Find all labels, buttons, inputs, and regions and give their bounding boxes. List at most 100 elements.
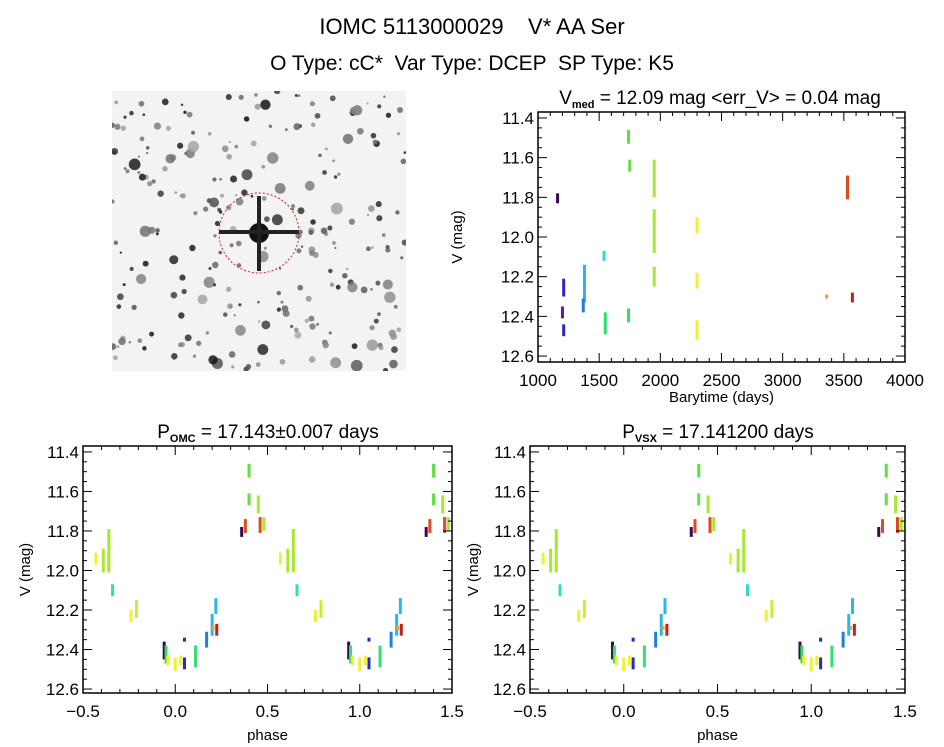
star (351, 343, 358, 350)
x-tick-label: 1000 (519, 371, 557, 390)
star (384, 291, 396, 303)
star (337, 172, 341, 176)
star (193, 211, 198, 216)
star (129, 266, 134, 271)
star (192, 354, 197, 358)
star (391, 346, 398, 353)
y-tick-label: 11.8 (502, 188, 534, 207)
y-tick-label: 11.4 (502, 109, 534, 128)
y-tick-label: 11.8 (47, 522, 79, 541)
star (279, 358, 286, 365)
star (312, 251, 319, 258)
star (119, 251, 123, 254)
plot-frame (537, 111, 906, 363)
data-point (627, 129, 631, 144)
data-point (695, 272, 699, 289)
data-point (256, 495, 260, 514)
data-point (582, 600, 586, 618)
star (181, 288, 187, 295)
x-tick-label: 1.0 (799, 702, 823, 721)
data-point (770, 600, 774, 618)
data-point (398, 598, 402, 614)
star (332, 159, 336, 163)
x-tick-label: 1500 (580, 371, 618, 390)
star (238, 94, 244, 100)
star (360, 286, 368, 294)
star (153, 122, 162, 130)
star (186, 111, 193, 118)
star (280, 300, 284, 304)
data-point (736, 548, 740, 573)
data-point (367, 657, 371, 670)
star (112, 199, 115, 204)
y-tick-label: 12.0 (501, 228, 534, 247)
star (347, 282, 358, 293)
data-point (424, 527, 428, 537)
star (322, 170, 327, 175)
data-point (94, 552, 98, 565)
star (220, 193, 224, 198)
data-point (350, 655, 354, 666)
x-tick-label: 4000 (886, 371, 924, 390)
y-tick-label: 11.6 (47, 482, 79, 501)
data-point (899, 517, 903, 531)
star (114, 123, 121, 130)
data-point (395, 613, 399, 636)
star (370, 132, 377, 139)
star (382, 279, 393, 290)
x-tick-label: −0.5 (66, 702, 100, 721)
data-point (665, 623, 669, 636)
x-tick-label: 0.5 (706, 702, 730, 721)
star (225, 94, 232, 101)
star (368, 205, 375, 212)
data-point (215, 623, 219, 636)
data-point (179, 655, 183, 666)
star (162, 166, 168, 172)
data-point (278, 552, 282, 565)
star (225, 286, 232, 293)
star (142, 260, 149, 267)
data-point (194, 645, 198, 668)
data-point (712, 517, 716, 531)
data-point (695, 320, 699, 341)
star (142, 346, 147, 351)
y-tick-label: 12.6 (501, 347, 534, 366)
data-point (846, 175, 850, 200)
star (191, 130, 196, 135)
star (297, 284, 304, 291)
star (116, 345, 120, 348)
star (366, 102, 369, 105)
star (149, 331, 155, 337)
star (161, 98, 169, 106)
star (294, 94, 298, 97)
data-point (603, 312, 607, 335)
data-point (247, 463, 251, 478)
plot-frame (529, 445, 906, 694)
star (196, 340, 202, 346)
star (146, 151, 149, 155)
star (332, 241, 336, 245)
star (208, 355, 218, 365)
y-tick-label: 12.2 (46, 601, 79, 620)
star (293, 123, 301, 131)
figure-title: IOMC 5113000029 V* AA Ser (319, 14, 625, 39)
data-point (173, 657, 177, 672)
data-point (396, 625, 400, 630)
star (129, 110, 134, 116)
star (137, 155, 140, 158)
star (137, 338, 143, 344)
star (187, 140, 200, 153)
star (223, 312, 228, 317)
star (388, 329, 396, 337)
star (128, 158, 141, 171)
y-tick-label: 12.2 (493, 601, 526, 620)
star (261, 196, 267, 201)
data-point (432, 463, 436, 478)
star (184, 334, 192, 342)
star (177, 142, 184, 149)
star (376, 215, 383, 222)
data-point (819, 657, 823, 670)
star (212, 283, 217, 287)
data-point (560, 306, 564, 319)
star (304, 180, 315, 191)
